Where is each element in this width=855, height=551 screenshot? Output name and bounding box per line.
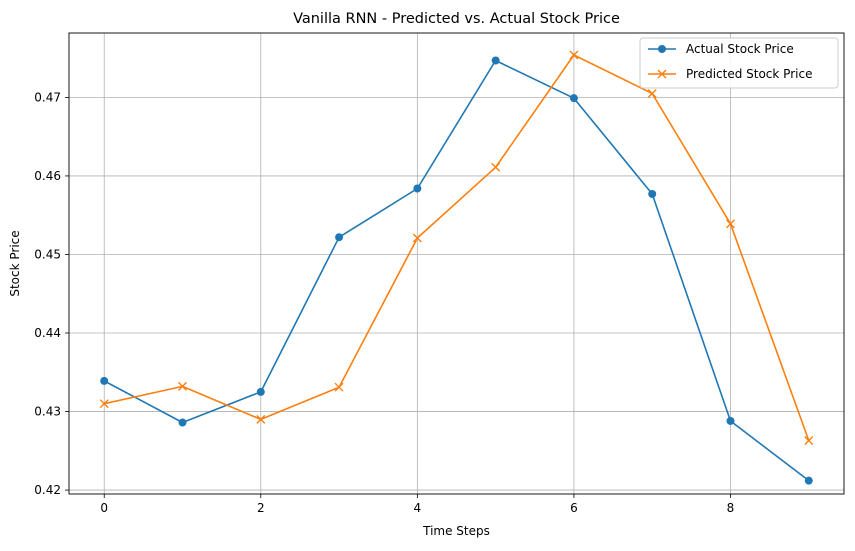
actual-data-point [491, 56, 500, 65]
y-tick-label: 0.46 [34, 169, 61, 183]
y-tick-label: 0.47 [34, 90, 61, 104]
y-axis-title: Stock Price [8, 230, 22, 296]
legend-box [639, 37, 839, 89]
x-tick-label: 8 [727, 501, 735, 515]
actual-data-point [335, 233, 344, 242]
actual-data-point [648, 189, 657, 198]
actual-data-point [413, 184, 422, 193]
actual-data-point [726, 416, 735, 425]
y-tick-label: 0.43 [34, 405, 61, 419]
x-tick-label: 2 [257, 501, 265, 515]
predicted-data-point [804, 436, 814, 446]
tick-layer: 0 2 4 6 8 0.42 0.43 0.44 0.45 0.46 0.47 [34, 90, 734, 515]
grid-lines [69, 33, 844, 494]
predicted-data-point [256, 414, 266, 424]
series-layer [99, 50, 814, 485]
predicted-data-point [491, 162, 501, 172]
predicted-data-point [334, 382, 344, 392]
legend-predicted-marker [657, 69, 667, 79]
legend: Actual Stock Price Predicted Stock Price [639, 37, 839, 89]
legend-actual-marker [658, 45, 666, 53]
y-tick-label: 0.45 [34, 247, 61, 261]
actual-data-point [178, 418, 187, 427]
x-tick-label: 0 [100, 501, 108, 515]
x-axis-title: Time Steps [422, 524, 490, 538]
predicted-data-point [647, 88, 657, 98]
actual-data-point [569, 94, 578, 103]
plot-frame [68, 32, 845, 495]
actual-data-point [256, 387, 265, 396]
chart-title: Vanilla RNN - Predicted vs. Actual Stock… [293, 11, 620, 27]
predicted-data-point [725, 219, 735, 229]
predicted-series-line [104, 54, 810, 441]
actual-data-point [804, 476, 813, 485]
x-tick-label: 4 [414, 501, 422, 515]
predicted-data-point [412, 233, 422, 243]
predicted-data-point [569, 50, 579, 60]
y-tick-label: 0.42 [34, 483, 61, 497]
predicted-data-point [99, 399, 109, 409]
actual-series-line [103, 59, 810, 482]
legend-predicted-label: Predicted Stock Price [686, 67, 812, 81]
x-tick-label: 6 [570, 501, 578, 515]
actual-data-point [100, 376, 109, 385]
y-tick-label: 0.44 [34, 326, 61, 340]
legend-actual-label: Actual Stock Price [686, 42, 794, 56]
predicted-data-point [178, 381, 188, 391]
